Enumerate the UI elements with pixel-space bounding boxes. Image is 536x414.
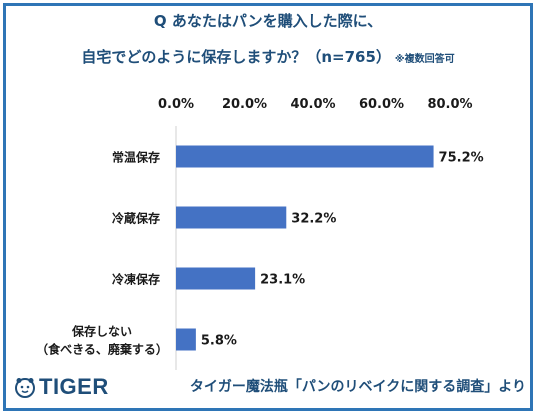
data-label-1: 32.2%: [291, 212, 336, 227]
bar-2: [176, 267, 256, 290]
chart-title: Q あなたはパンを購入した際に、 自宅でどのように保存しますか？（n=765） ※…: [0, 10, 536, 68]
x-tick-label-0: 0.0%: [158, 97, 194, 112]
category-label-2: 冷凍保存: [112, 272, 160, 287]
bar-1: [176, 206, 287, 229]
x-tick-label-1: 20.0%: [222, 97, 267, 112]
x-tick-label-4: 80.0%: [427, 97, 472, 112]
multiple-answer-note: ※複数回答可: [394, 54, 455, 65]
bar-3: [176, 328, 196, 351]
category-label-1: 冷蔵保存: [112, 211, 160, 226]
tiger-logo: TIGER: [14, 372, 109, 402]
category-label-3-line-1: （食べきる、廃棄する）: [36, 342, 168, 357]
title-line-2-text: 自宅でどのように保存しますか？（n=765）: [81, 48, 391, 66]
bar-0: [176, 145, 434, 168]
tiger-logo-text: TIGER: [39, 374, 109, 399]
data-label-2: 23.1%: [260, 273, 305, 288]
x-tick-label-2: 40.0%: [290, 97, 335, 112]
category-label-3-line-0: 保存しない: [71, 324, 132, 339]
title-line-2: 自宅でどのように保存しますか？（n=765） ※複数回答可: [0, 46, 536, 68]
tiger-head-icon: [15, 378, 35, 398]
data-label-0: 75.2%: [439, 151, 484, 166]
category-label-0: 常温保存: [112, 150, 160, 165]
source-note: タイガー魔法瓶「パンのリベイクに関する調査」より: [189, 379, 526, 395]
data-label-3: 5.8%: [201, 334, 237, 349]
x-tick-label-3: 60.0%: [359, 97, 404, 112]
title-line-1: Q あなたはパンを購入した際に、: [153, 12, 383, 30]
